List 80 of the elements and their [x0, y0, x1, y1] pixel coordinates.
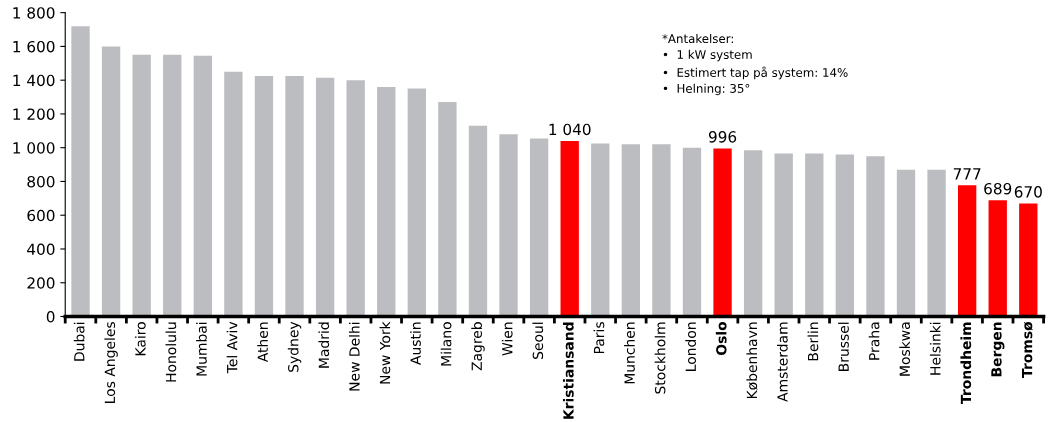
x-tick-label: Trondheim [960, 322, 972, 404]
data-label: 1 040 [549, 123, 591, 136]
y-tick-label: 200 [27, 277, 55, 289]
x-tick-label: London [685, 322, 697, 371]
x-tick-label: Sydney [287, 321, 302, 372]
bar [315, 77, 335, 317]
bar [988, 200, 1007, 317]
x-tick-label: Helsinki [929, 322, 941, 375]
y-tick-label: 1 000 [13, 142, 55, 154]
x-tick-label: Seoul [532, 322, 544, 359]
x-tick-label: Bergen [991, 322, 1005, 377]
bar [835, 154, 855, 317]
x-tick-label: Kairo [134, 322, 146, 356]
y-tick-label: 800 [27, 175, 55, 188]
bar [621, 144, 641, 317]
x-tick-label: Kristiansand [562, 322, 574, 419]
bar [896, 169, 916, 317]
bar [682, 147, 702, 317]
bar [163, 54, 182, 317]
bar [1019, 203, 1038, 317]
y-tick-label: 1 600 [13, 40, 55, 53]
x-tick-label: Oslo [715, 321, 727, 356]
data-label: 996 [708, 131, 737, 143]
x-tick-label: København [746, 322, 758, 399]
y-tick-label: 600 [27, 209, 55, 222]
bar [468, 125, 488, 317]
data-label: 689 [984, 182, 1012, 195]
x-tick-label: Austin [410, 322, 421, 365]
x-tick-label: Dubai [73, 322, 85, 361]
x-tick-label: Mumbai [196, 322, 207, 376]
x-tick-label: New York [379, 321, 391, 384]
bar [71, 26, 90, 317]
bar [805, 153, 824, 317]
bar [346, 80, 365, 317]
bar [101, 46, 121, 317]
bar [927, 169, 946, 317]
y-tick-label: 400 [27, 243, 55, 255]
bar [713, 148, 732, 317]
x-tick-label: Wien [501, 322, 513, 356]
x-tick-label: Berlin [807, 322, 819, 361]
x-tick-label: Amsterdam [776, 322, 788, 402]
annotation: *Antakelser: • 1 kW system • Estimert tap på system: 14% • Helning: 35° [662, 33, 848, 96]
bar [132, 54, 151, 317]
bar [193, 55, 212, 317]
y-tick-label: 1 400 [13, 74, 55, 87]
y-tick-label: 1 200 [13, 108, 55, 120]
x-tick-label: Honolulu [165, 322, 177, 382]
bar [591, 143, 610, 317]
x-tick-label: Athen [257, 322, 268, 363]
x-tick-label: Praha [868, 322, 880, 360]
bar [224, 71, 243, 317]
x-tick-label: Milano [440, 322, 452, 366]
bar [743, 150, 763, 317]
bar [285, 75, 304, 317]
x-tick-label: New Delhi [348, 322, 360, 391]
bar [499, 134, 518, 317]
bar [866, 156, 885, 317]
x-tick-label: Tromsø [1022, 321, 1033, 378]
bar [957, 185, 977, 317]
x-tick-label: Munchen [624, 322, 635, 384]
data-label: 777 [953, 168, 981, 180]
x-tick-label: Tel Aviv [226, 321, 238, 374]
x-tick-label: Madrid [318, 322, 330, 368]
bar [377, 86, 396, 317]
y-tick-label: 0 [46, 310, 55, 323]
x-tick-label: Brussel [838, 322, 849, 371]
bar [407, 88, 426, 317]
x-tick-label: Stockholm [654, 322, 666, 394]
x-tick-label: Los Angeles [104, 322, 118, 403]
bar [774, 153, 793, 317]
bar [529, 138, 549, 317]
bar [438, 102, 457, 317]
data-label: 670 [1014, 186, 1042, 198]
bar [652, 144, 671, 317]
x-tick-label: Moskwa [899, 322, 911, 376]
x-tick-label: Zagreb [471, 322, 485, 371]
y-tick-label: 1 800 [13, 7, 55, 19]
bar [254, 75, 274, 317]
bar [560, 140, 579, 317]
x-tick-label: Paris [593, 322, 605, 354]
